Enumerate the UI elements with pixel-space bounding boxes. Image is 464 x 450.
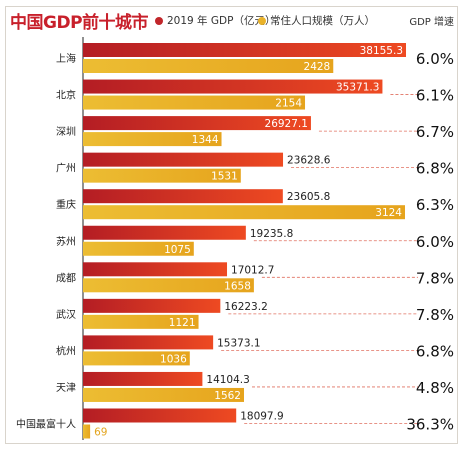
- gdp-value-label: 26927.1: [265, 118, 308, 130]
- gdp-value-label: 17012.7: [231, 264, 274, 276]
- gdp-value-label: 19235.8: [250, 228, 293, 240]
- gdp-value-label: 14104.3: [206, 374, 249, 386]
- category-label: 天津: [56, 382, 76, 394]
- population-value-label: 2154: [275, 98, 302, 110]
- gdp-bar: [83, 43, 406, 57]
- population-value-label: 1658: [224, 280, 251, 292]
- population-bar: [83, 314, 199, 329]
- population-bar: [83, 168, 241, 183]
- population-bar: [83, 387, 244, 402]
- population-bar: [83, 351, 190, 366]
- growth-value: 6.0%: [416, 50, 454, 68]
- population-bar: [83, 241, 194, 256]
- population-value-label: 1344: [192, 134, 219, 146]
- gdp-bar: [83, 371, 203, 386]
- category-label: 上海: [56, 52, 76, 65]
- growth-value: 6.8%: [416, 160, 454, 178]
- population-value-label: 1121: [169, 317, 196, 329]
- gdp-value-label: 18097.9: [240, 411, 283, 423]
- growth-value: 7.8%: [416, 269, 454, 287]
- growth-value: 36.3%: [406, 416, 454, 434]
- category-label: 中国最富十人: [16, 418, 76, 431]
- population-bar: [83, 424, 91, 439]
- growth-value: 7.8%: [416, 306, 454, 324]
- gdp-bar: [83, 152, 284, 167]
- gdp-bar: [83, 298, 221, 313]
- legend-population: 常住人口规模（万人）: [258, 13, 375, 28]
- population-value-label: 2428: [304, 61, 331, 73]
- category-label: 深圳: [56, 126, 76, 138]
- population-value-label: 69: [94, 427, 107, 439]
- legend-gdp-swatch: [155, 17, 163, 25]
- population-value-label: 1562: [214, 390, 241, 402]
- population-bar: [83, 95, 306, 110]
- gdp-value-label: 38155.3: [360, 45, 403, 57]
- gdp-value-label: 15373.1: [217, 337, 260, 349]
- population-bar: [83, 59, 334, 73]
- growth-value: 6.3%: [416, 196, 454, 214]
- legend-population-swatch: [258, 17, 266, 25]
- category-label: 北京: [56, 89, 76, 102]
- growth-value: 6.8%: [416, 342, 454, 360]
- category-label: 广州: [56, 163, 76, 175]
- category-label: 杭州: [56, 344, 76, 357]
- gdp-bar: [83, 408, 237, 423]
- gdp-value-label: 23628.6: [287, 155, 331, 167]
- gdp-bar: [83, 225, 246, 240]
- gdp-bar: [83, 262, 228, 277]
- growth-value: 6.1%: [416, 87, 454, 105]
- gdp-value-label: 16223.2: [224, 301, 267, 313]
- population-value-label: 1531: [211, 171, 238, 183]
- growth-value: 6.7%: [416, 123, 454, 141]
- gdp-value-label: 23605.8: [287, 191, 330, 203]
- category-label: 武汉: [56, 308, 76, 321]
- growth-column-header: GDP 增速: [409, 17, 454, 28]
- legend-gdp: 2019 年 GDP（亿元）: [155, 13, 275, 28]
- gdp-bar: [83, 116, 311, 131]
- category-label: 成都: [56, 272, 76, 284]
- legend-gdp-label: 2019 年 GDP（亿元）: [167, 15, 276, 27]
- population-bar: [83, 132, 222, 147]
- gdp-bar: [83, 79, 383, 94]
- gdp-bar: [83, 335, 214, 350]
- chart-title: 中国GDP前十城市: [10, 13, 149, 33]
- population-value-label: 1036: [160, 353, 187, 365]
- category-label: 重庆: [56, 198, 76, 211]
- legend-population-label: 常住人口规模（万人）: [270, 15, 375, 27]
- population-value-label: 1075: [164, 244, 191, 256]
- growth-value: 4.8%: [416, 379, 454, 397]
- population-value-label: 3124: [375, 207, 402, 219]
- growth-value: 6.0%: [416, 233, 454, 251]
- chart-frame: [5, 6, 458, 444]
- population-bar: [83, 205, 405, 220]
- population-bar: [83, 278, 254, 293]
- gdp-bar: [83, 189, 283, 204]
- category-label: 苏州: [56, 235, 76, 248]
- gdp-value-label: 35371.3: [336, 82, 379, 94]
